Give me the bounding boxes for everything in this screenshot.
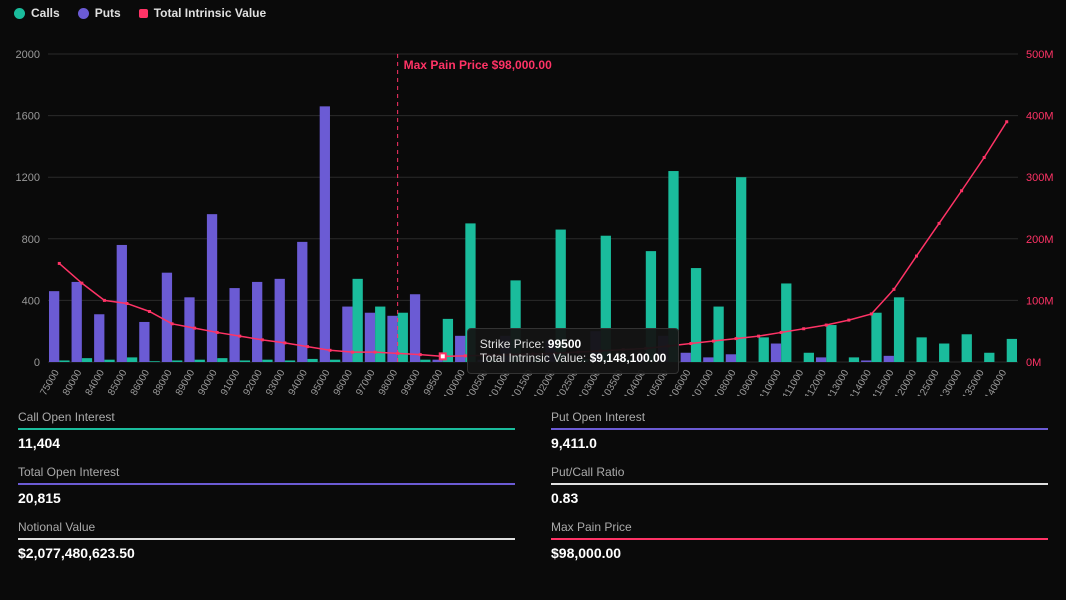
stat-value: 20,815 xyxy=(18,490,515,506)
svg-text:2000: 2000 xyxy=(16,49,40,61)
svg-text:110000: 110000 xyxy=(758,368,784,396)
svg-text:0: 0 xyxy=(34,357,40,369)
stat-label: Notional Value xyxy=(18,520,515,538)
puts-swatch xyxy=(78,8,89,19)
svg-text:400M: 400M xyxy=(1026,111,1054,123)
svg-text:400: 400 xyxy=(22,295,40,307)
svg-text:90000: 90000 xyxy=(196,368,220,396)
stat-block: Total Open Interest 20,815 xyxy=(18,459,515,506)
svg-text:130000: 130000 xyxy=(938,368,964,396)
svg-text:125000: 125000 xyxy=(915,368,941,396)
svg-text:108000: 108000 xyxy=(712,368,738,396)
svg-text:114000: 114000 xyxy=(848,368,874,396)
svg-text:80000: 80000 xyxy=(61,368,85,396)
svg-text:135000: 135000 xyxy=(961,368,987,396)
svg-text:113000: 113000 xyxy=(826,368,852,396)
svg-text:111000: 111000 xyxy=(781,368,807,396)
stat-value: 9,411.0 xyxy=(551,435,1048,451)
legend-line[interactable]: Total Intrinsic Value xyxy=(139,6,266,20)
line-swatch xyxy=(139,9,148,18)
svg-text:103500: 103500 xyxy=(600,368,626,396)
svg-text:105000: 105000 xyxy=(645,368,671,396)
svg-text:100500: 100500 xyxy=(464,368,490,396)
max-pain-label: Max Pain Price $98,000.00 xyxy=(404,58,552,72)
svg-text:107000: 107000 xyxy=(690,368,716,396)
svg-text:92000: 92000 xyxy=(241,368,265,396)
svg-text:100000: 100000 xyxy=(442,368,468,396)
stat-rule xyxy=(18,483,515,485)
svg-text:99500: 99500 xyxy=(422,368,446,396)
legend-line-label: Total Intrinsic Value xyxy=(154,6,266,20)
svg-text:115000: 115000 xyxy=(871,368,897,396)
svg-text:101000: 101000 xyxy=(487,368,513,396)
legend-puts[interactable]: Puts xyxy=(78,6,121,20)
svg-text:800: 800 xyxy=(22,234,40,246)
stat-label: Max Pain Price xyxy=(551,520,1048,538)
stat-block: Call Open Interest 11,404 xyxy=(18,404,515,451)
svg-text:96000: 96000 xyxy=(332,368,356,396)
svg-text:85000: 85000 xyxy=(106,368,130,396)
svg-text:86000: 86000 xyxy=(129,368,153,396)
svg-text:200M: 200M xyxy=(1026,234,1054,246)
svg-text:89000: 89000 xyxy=(174,368,198,396)
svg-text:101500: 101500 xyxy=(509,368,535,396)
svg-text:0M: 0M xyxy=(1026,357,1041,369)
stat-rule xyxy=(18,428,515,430)
svg-text:88000: 88000 xyxy=(151,368,175,396)
svg-text:120000: 120000 xyxy=(893,368,919,396)
svg-text:103000: 103000 xyxy=(577,368,603,396)
svg-text:106000: 106000 xyxy=(667,368,693,396)
svg-text:112000: 112000 xyxy=(803,368,829,396)
svg-text:104000: 104000 xyxy=(622,368,648,396)
svg-text:95000: 95000 xyxy=(309,368,333,396)
svg-text:97000: 97000 xyxy=(354,368,378,396)
svg-text:100M: 100M xyxy=(1026,295,1054,307)
legend-calls[interactable]: Calls xyxy=(14,6,60,20)
calls-swatch xyxy=(14,8,25,19)
stat-value: $2,077,480,623.50 xyxy=(18,545,515,561)
chart-legend: Calls Puts Total Intrinsic Value xyxy=(0,0,1066,26)
svg-text:140000: 140000 xyxy=(983,368,1009,396)
svg-text:109000: 109000 xyxy=(735,368,761,396)
svg-text:102000: 102000 xyxy=(532,368,558,396)
svg-text:75000: 75000 xyxy=(38,368,62,396)
stat-value: $98,000.00 xyxy=(551,545,1048,561)
stat-block: Put/Call Ratio 0.83 xyxy=(551,459,1048,506)
stat-block: Notional Value $2,077,480,623.50 xyxy=(18,514,515,561)
svg-text:1600: 1600 xyxy=(16,111,40,123)
stat-rule xyxy=(18,538,515,540)
svg-text:1200: 1200 xyxy=(16,172,40,184)
svg-text:94000: 94000 xyxy=(287,368,311,396)
chart-area[interactable]: 0 400 800 1200 1600 2000 0M 100M 200M 300M 400M 500… xyxy=(0,26,1066,396)
legend-calls-label: Calls xyxy=(31,6,60,20)
legend-puts-label: Puts xyxy=(95,6,121,20)
stat-label: Put Open Interest xyxy=(551,410,1048,428)
svg-text:93000: 93000 xyxy=(264,368,288,396)
stats-grid: Call Open Interest 11,404 Put Open Interes… xyxy=(0,396,1066,561)
stat-value: 0.83 xyxy=(551,490,1048,506)
stat-rule xyxy=(551,428,1048,430)
stat-rule xyxy=(551,538,1048,540)
stat-value: 11,404 xyxy=(18,435,515,451)
svg-text:98000: 98000 xyxy=(377,368,401,396)
stat-label: Total Open Interest xyxy=(18,465,515,483)
stat-rule xyxy=(551,483,1048,485)
svg-text:300M: 300M xyxy=(1026,172,1054,184)
svg-text:102500: 102500 xyxy=(555,368,581,396)
stat-label: Put/Call Ratio xyxy=(551,465,1048,483)
stat-label: Call Open Interest xyxy=(18,410,515,428)
stat-block: Max Pain Price $98,000.00 xyxy=(551,514,1048,561)
svg-text:99000: 99000 xyxy=(399,368,423,396)
svg-text:91000: 91000 xyxy=(219,368,243,396)
svg-text:84000: 84000 xyxy=(84,368,108,396)
chart-svg: 0 400 800 1200 1600 2000 0M 100M 200M 300M 400M 500… xyxy=(0,26,1066,396)
svg-text:500M: 500M xyxy=(1026,49,1054,61)
stat-block: Put Open Interest 9,411.0 xyxy=(551,404,1048,451)
